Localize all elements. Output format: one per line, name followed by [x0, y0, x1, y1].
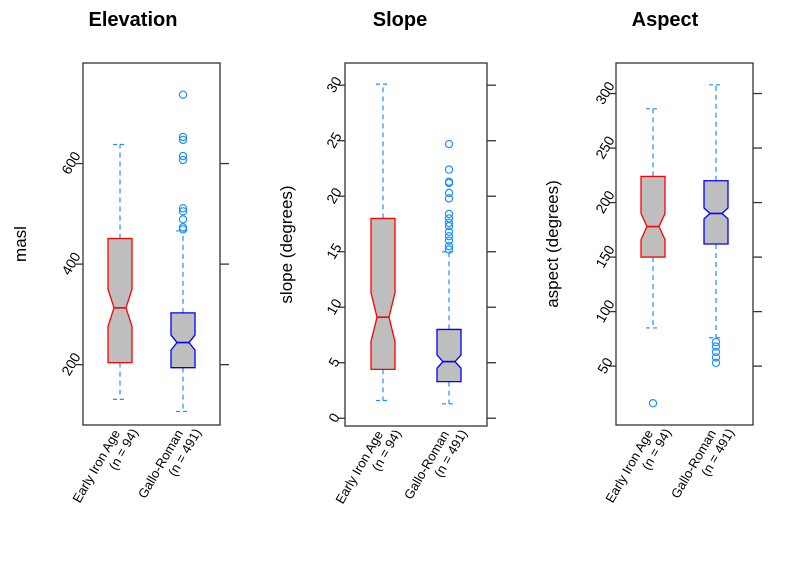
- outlier-point: [648, 398, 658, 408]
- outlier-point: [178, 225, 188, 234]
- outlier-point: [444, 178, 454, 188]
- outlier-point: [178, 135, 188, 145]
- chart-title: Slope: [373, 9, 427, 31]
- y-tick-label: 30: [323, 74, 345, 96]
- panel-elevation: Elevation masl 200 400 600 Early Iron Age(n =…: [11, 9, 229, 512]
- x-tick-label: Gallo-Roman(n = 491): [401, 419, 470, 509]
- outlier-point: [711, 342, 721, 351]
- y-axis-label: masl: [11, 226, 30, 262]
- outlier-point: [444, 231, 454, 241]
- outlier-point: [178, 132, 188, 142]
- plot-frame: [615, 62, 754, 426]
- box-body: [640, 175, 666, 258]
- outlier-point: [444, 218, 454, 228]
- y-tick-label: 15: [323, 240, 345, 262]
- y-tick-label: 25: [323, 129, 345, 151]
- panel-aspect: Aspect aspect (degrees) 50 100 150 200 250 300 E…: [543, 9, 762, 512]
- outlier-point: [711, 353, 721, 362]
- outlier-point: [711, 358, 721, 368]
- outlier-point: [178, 215, 188, 224]
- y-tick-label: 200: [592, 188, 618, 216]
- outlier-point: [444, 209, 454, 219]
- outlier-point: [444, 245, 454, 254]
- x-tick-label: Gallo-Roman(n = 491): [668, 418, 737, 508]
- outlier-point: [711, 337, 721, 347]
- outlier-point: [444, 236, 454, 245]
- chart-title: Aspect: [632, 9, 699, 31]
- outlier-point: [444, 139, 454, 149]
- outlier-point: [178, 155, 188, 165]
- y-tick-label: 5: [325, 355, 343, 370]
- x-tick-label: Early Iron Age(n = 94): [332, 419, 404, 513]
- box-gallo-roman: [703, 84, 729, 368]
- y-tick-label: 20: [323, 185, 345, 207]
- outlier-point: [711, 347, 721, 357]
- box-gallo-roman: [170, 90, 196, 413]
- plot-frame: [82, 62, 221, 426]
- box-body: [370, 217, 396, 371]
- y-tick-label: 250: [592, 133, 618, 161]
- box-early-iron-age: [640, 108, 666, 408]
- box-early-iron-age: [107, 143, 133, 400]
- outlier-point: [444, 227, 454, 236]
- y-tick-label: 200: [58, 350, 84, 378]
- y-tick-label: 0: [325, 410, 343, 425]
- outlier-point: [444, 241, 454, 251]
- box-gallo-roman: [436, 139, 462, 405]
- y-axis-label: slope (degrees): [277, 185, 296, 303]
- box-body: [703, 180, 729, 245]
- box-body: [436, 328, 462, 383]
- box-body: [170, 312, 196, 369]
- outlier-point: [444, 221, 454, 231]
- panel-slope: Slope slope (degrees) 0 5 10 15 20 25 30 Early Ir…: [277, 9, 496, 513]
- box-early-iron-age: [370, 83, 396, 402]
- outlier-point: [178, 204, 188, 213]
- y-tick-label: 300: [592, 79, 618, 107]
- outlier-point: [444, 165, 454, 174]
- x-tick-label: Gallo-Roman(n = 491): [135, 418, 204, 508]
- y-tick-label: 50: [594, 355, 616, 377]
- y-tick-label: 10: [323, 296, 345, 318]
- plot-frame: [344, 62, 488, 427]
- y-tick-label: 400: [58, 249, 84, 277]
- outlier-point: [178, 207, 188, 216]
- y-axis-label: aspect (degrees): [543, 180, 562, 308]
- x-tick-label: Early Iron Age(n = 94): [602, 418, 674, 512]
- y-tick-label: 600: [58, 149, 84, 177]
- chart-title: Elevation: [89, 9, 178, 31]
- outlier-point: [444, 194, 454, 203]
- y-tick-label: 150: [592, 242, 618, 270]
- y-tick-label: 100: [592, 297, 618, 325]
- outlier-point: [178, 90, 188, 99]
- x-tick-label: Early Iron Age(n = 94): [69, 418, 141, 512]
- box-body: [107, 237, 133, 364]
- outlier-point: [444, 188, 454, 198]
- outlier-point: [178, 151, 188, 161]
